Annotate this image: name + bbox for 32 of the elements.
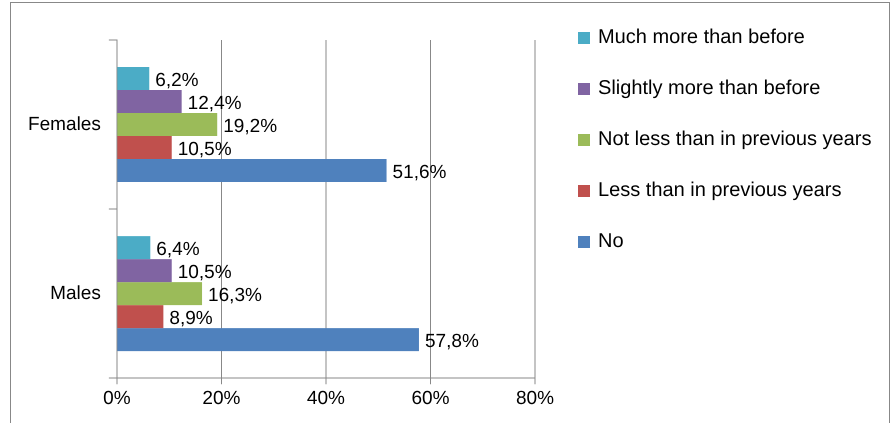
data-label: 51,6% — [392, 162, 447, 183]
x-tick-label: 60% — [411, 388, 450, 409]
bar — [117, 259, 172, 282]
data-label: 12,4% — [188, 92, 242, 114]
bar — [117, 136, 172, 160]
data-label: 16,3% — [208, 284, 262, 306]
data-label: 19,2% — [223, 116, 278, 137]
y-tick-label: Females — [28, 114, 101, 135]
legend-label: Less than in previous years — [598, 178, 842, 203]
bar — [117, 113, 218, 136]
data-label: 57,8% — [424, 330, 479, 352]
bar — [117, 305, 164, 328]
data-label: 6,4% — [156, 238, 200, 260]
bar — [117, 159, 387, 182]
bar — [117, 282, 202, 306]
x-tick-label: 80% — [516, 388, 554, 409]
x-tick-label: 0% — [103, 388, 131, 409]
bar — [117, 236, 150, 260]
legend-label: No — [598, 229, 624, 254]
legend-label: Much more than before — [598, 25, 805, 50]
data-label: 6,2% — [155, 70, 199, 91]
bar — [117, 67, 150, 90]
x-tick-label: 40% — [306, 388, 346, 409]
legend-label: Slightly more than before — [598, 76, 820, 101]
bar — [117, 90, 182, 114]
data-label: 10,5% — [178, 138, 232, 160]
y-tick-label: Males — [50, 282, 101, 304]
bar — [117, 328, 419, 352]
data-label: 8,9% — [169, 308, 213, 329]
x-tick-label: 20% — [202, 388, 241, 409]
data-label: 10,5% — [178, 262, 232, 283]
legend-label: Not less than in previous years — [598, 127, 872, 152]
